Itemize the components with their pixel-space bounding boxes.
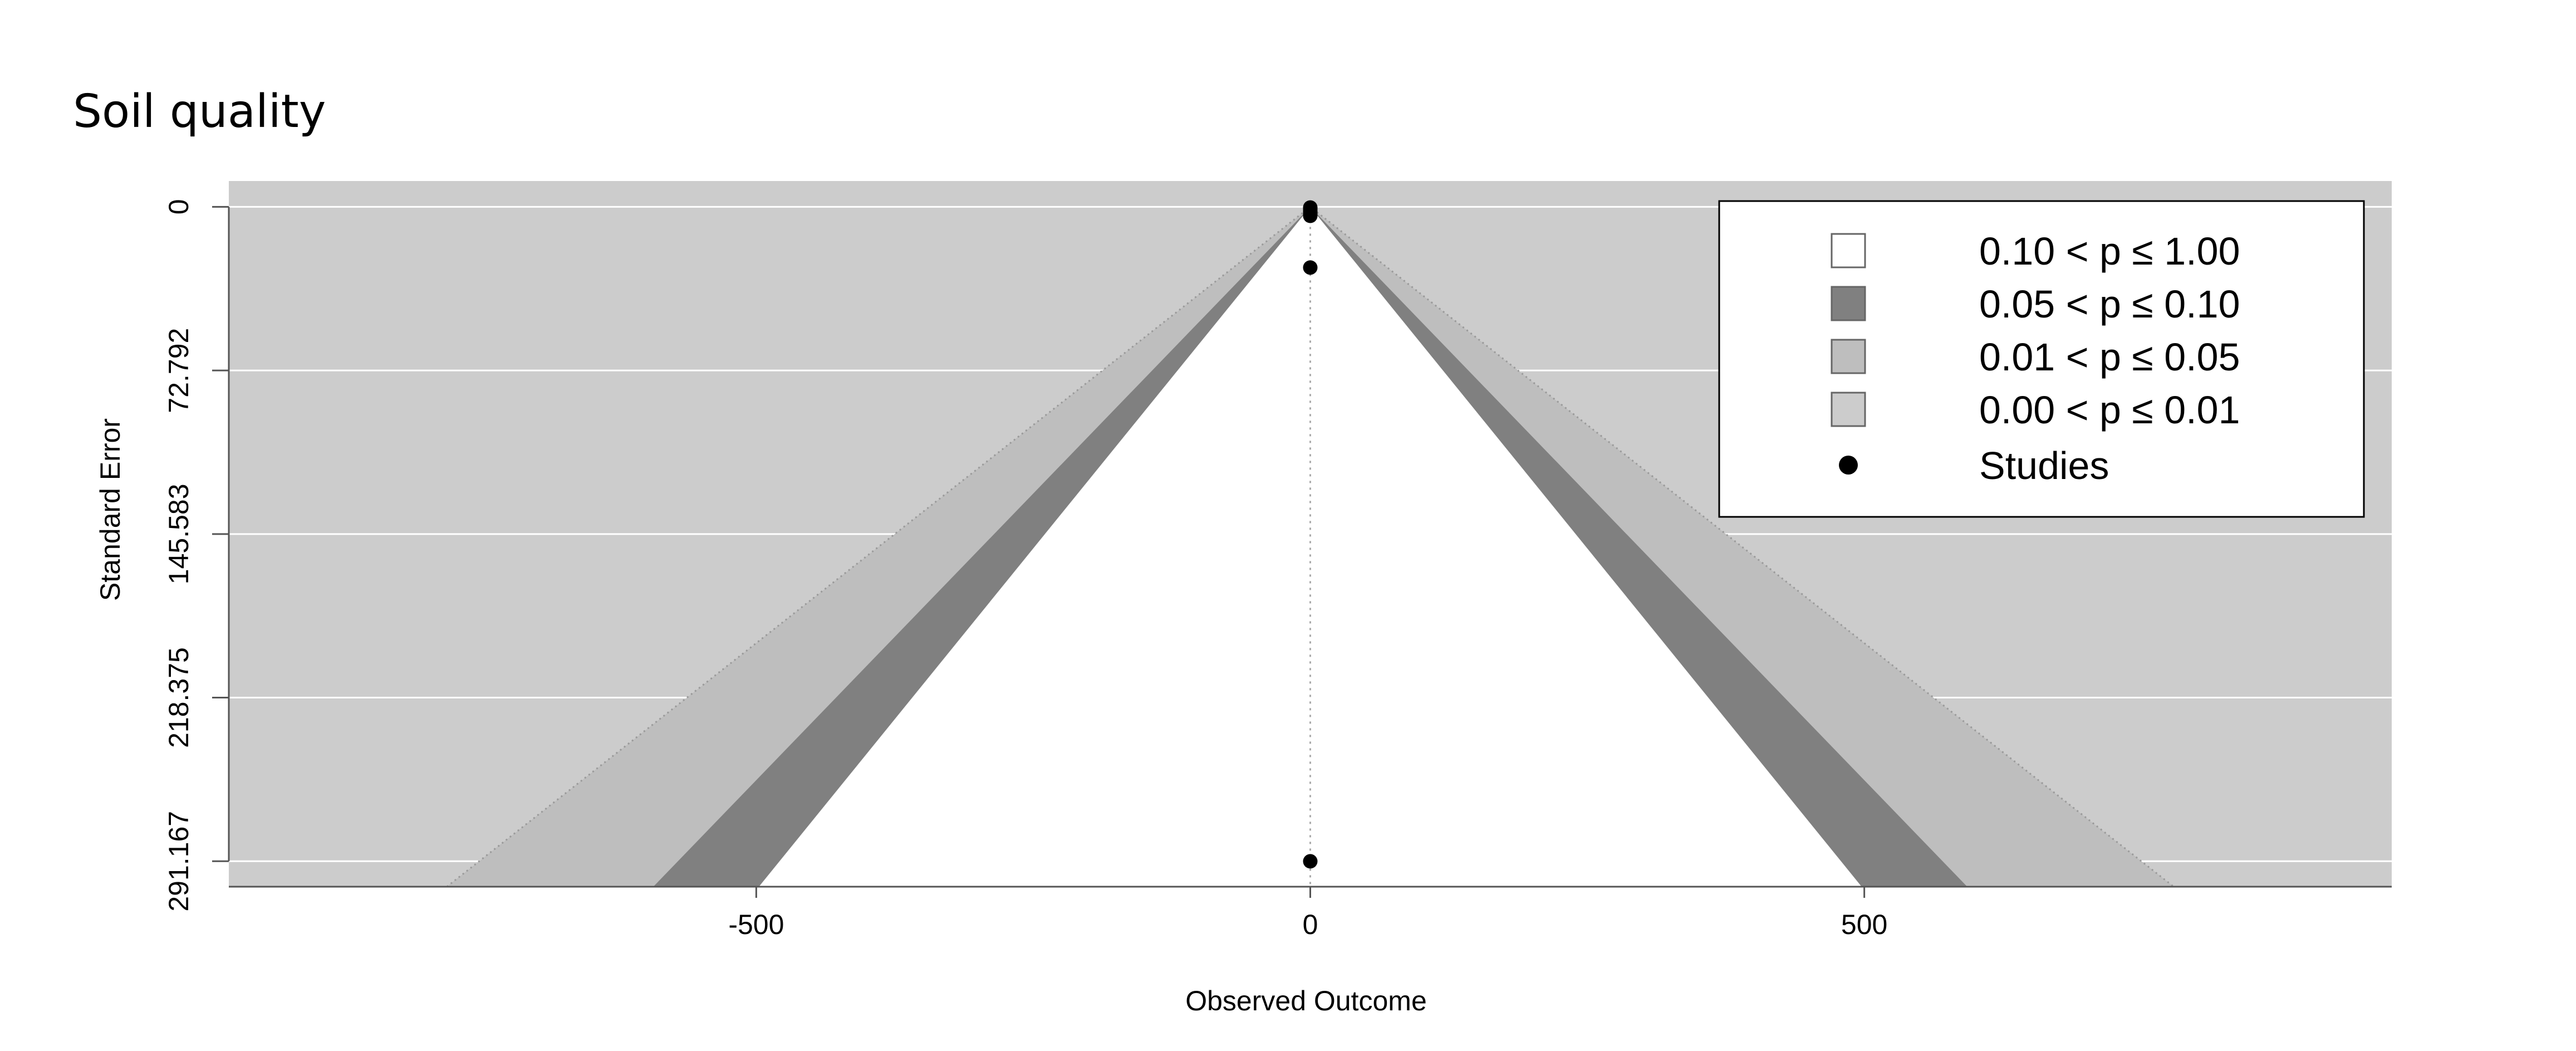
study-point [1303, 208, 1318, 223]
y-tick-label: 291.167 [163, 811, 194, 912]
legend-label: Studies [1979, 444, 2109, 487]
legend-swatch [1831, 286, 1866, 321]
legend-label: 0.01 < p ≤ 0.05 [1979, 335, 2240, 379]
legend: 0.10 < p ≤ 1.00 0.05 < p ≤ 0.10 0.01 < p ≤… [1718, 200, 2365, 518]
x-axis-label: Observed Outcome [1185, 985, 1427, 1016]
legend-label: 0.05 < p ≤ 0.10 [1979, 282, 2240, 326]
legend-marker-studies [1839, 456, 1858, 475]
region-p-0-10 [759, 207, 1862, 887]
legend-swatch [1831, 339, 1866, 374]
axes: -500 0 500 0 72.792 145.583 218.375 291.167 [163, 199, 2392, 940]
y-tick-label: 145.583 [163, 483, 194, 584]
y-tick-label: 0 [163, 199, 194, 214]
legend-swatch [1831, 233, 1866, 268]
legend-label: 0.10 < p ≤ 1.00 [1979, 229, 2240, 273]
legend-swatch [1831, 392, 1866, 427]
x-tick-label: 0 [1303, 909, 1318, 940]
y-tick-label: 72.792 [163, 328, 194, 413]
legend-box [1718, 200, 2365, 518]
x-tick-label: -500 [728, 909, 784, 940]
x-tick-label: 500 [1841, 909, 1887, 940]
chart-title: Soil quality [73, 85, 326, 138]
studies-layer [1303, 200, 1318, 869]
study-point [1303, 260, 1318, 275]
legend-label: 0.00 < p ≤ 0.01 [1979, 388, 2240, 432]
study-point [1303, 854, 1318, 869]
y-tick-label: 218.375 [163, 647, 194, 748]
y-axis-label: Standard Error [95, 418, 126, 601]
